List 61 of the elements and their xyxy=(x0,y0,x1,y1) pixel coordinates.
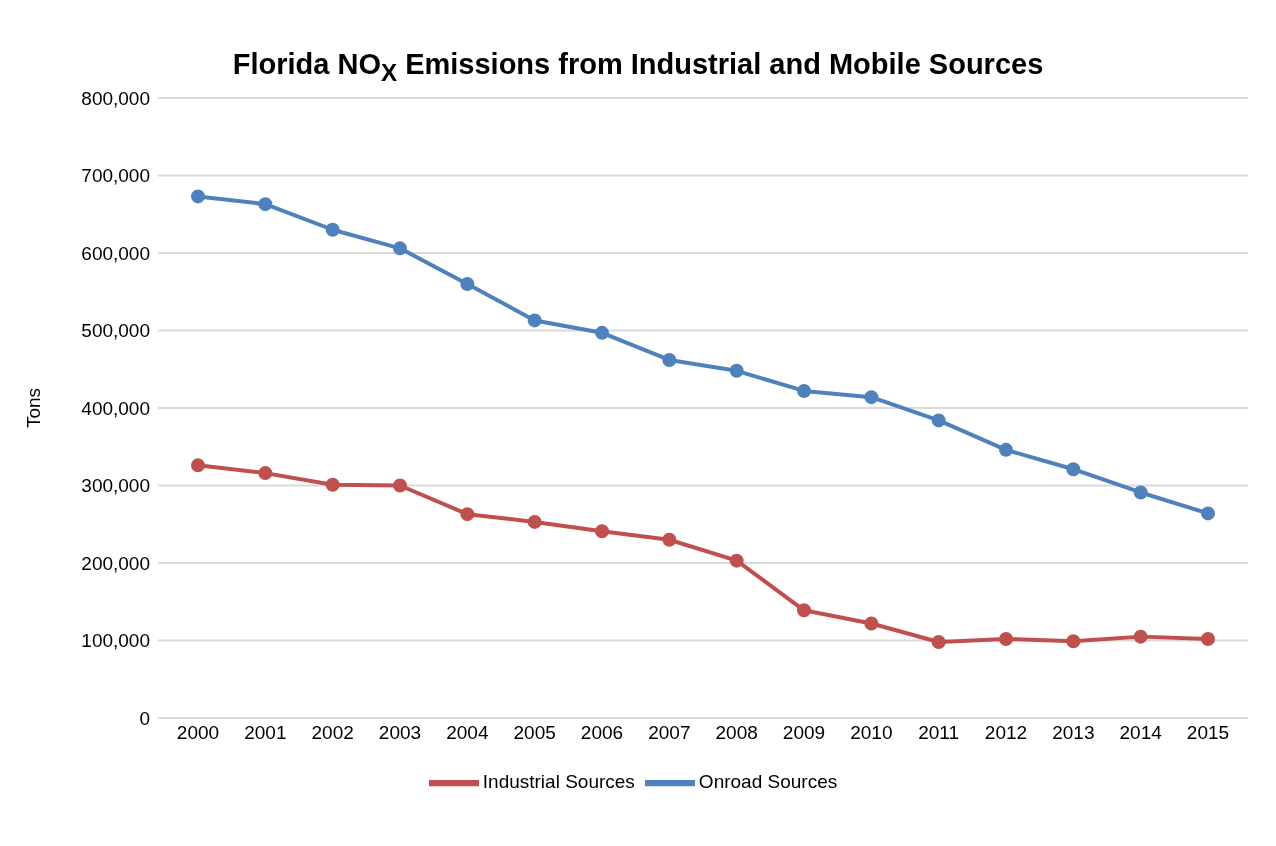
chart-title: Florida NO$_{X}$ Emissions from Industrial and Mobile Sources xyxy=(231,47,1045,88)
x-tick-label: 2012 xyxy=(984,722,1028,744)
point xyxy=(1201,631,1215,646)
point xyxy=(931,635,946,650)
x-tick-label: 2010 xyxy=(850,722,893,744)
y-tick-label: 300,000 xyxy=(81,475,150,497)
x-tick-label: 2002 xyxy=(311,722,354,744)
point xyxy=(191,189,205,204)
point xyxy=(325,222,340,237)
point xyxy=(595,524,609,539)
x-tick-label: 2008 xyxy=(715,722,758,744)
point xyxy=(595,325,609,340)
point xyxy=(999,442,1013,457)
x-tick-label: 2000 xyxy=(176,722,220,744)
point xyxy=(1201,506,1215,521)
x-tick-label: 2005 xyxy=(513,722,556,744)
point xyxy=(1133,629,1148,644)
point xyxy=(460,507,475,522)
x-tick-label: 2001 xyxy=(244,722,287,744)
y-tick-label: 0 xyxy=(139,707,150,729)
y-tick-label: 200,000 xyxy=(81,552,150,574)
point xyxy=(258,197,273,212)
point xyxy=(393,241,407,256)
x-tick-label: 2009 xyxy=(782,722,826,744)
point xyxy=(191,458,205,473)
x-tick-label: 2007 xyxy=(648,722,691,744)
point xyxy=(729,363,744,378)
x-tick-label: 2006 xyxy=(580,722,624,744)
x-tick-label: 2004 xyxy=(446,722,489,744)
y-tick-label: 700,000 xyxy=(81,165,150,187)
y-tick-label: 100,000 xyxy=(81,630,150,652)
x-tick-label: 2003 xyxy=(378,722,422,744)
x-tick-label: 2014 xyxy=(1119,722,1163,744)
legend-label: Industrial Sources xyxy=(482,771,635,793)
x-tick-label: 2015 xyxy=(1186,722,1230,744)
point xyxy=(797,603,811,618)
point xyxy=(864,390,879,405)
point xyxy=(864,616,879,631)
point xyxy=(527,313,542,328)
point xyxy=(999,631,1013,646)
point xyxy=(393,478,407,493)
y-tick-label: 800,000 xyxy=(81,87,150,109)
legend-label: Onroad Sources xyxy=(698,771,838,793)
y-axis-title: Tons xyxy=(22,387,44,429)
point xyxy=(1066,634,1081,649)
point xyxy=(729,553,744,568)
point xyxy=(931,413,946,428)
point xyxy=(460,277,475,291)
point xyxy=(527,514,542,529)
y-tick-label: 600,000 xyxy=(81,242,150,264)
point xyxy=(1133,485,1148,500)
x-tick-label: 2011 xyxy=(918,722,960,744)
point xyxy=(325,477,340,492)
point xyxy=(662,532,677,547)
point xyxy=(258,466,273,481)
y-tick-label: 400,000 xyxy=(81,397,150,419)
x-tick-label: 2013 xyxy=(1052,722,1095,744)
point xyxy=(797,383,811,398)
point xyxy=(1066,462,1081,477)
y-tick-label: 500,000 xyxy=(81,320,150,342)
point xyxy=(662,352,677,367)
